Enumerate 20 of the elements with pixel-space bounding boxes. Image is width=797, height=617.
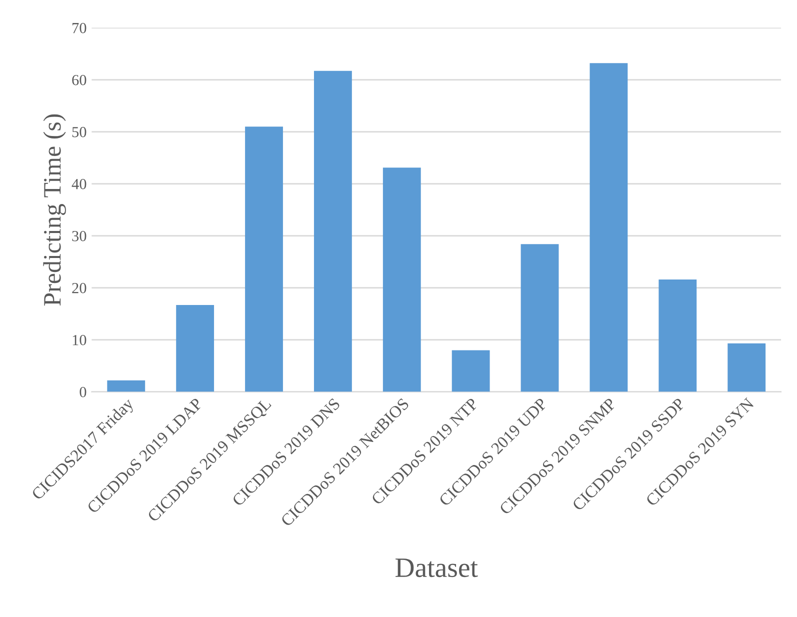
bar	[382, 168, 421, 392]
y-tick-label: 10	[72, 334, 86, 346]
y-tick-label: 30	[72, 230, 86, 242]
y-tick-label: 0	[80, 386, 86, 398]
y-tick-label: 70	[72, 22, 86, 34]
y-tick-label: 40	[72, 178, 86, 190]
bar	[590, 63, 628, 392]
bar	[176, 304, 214, 392]
y-tick-label: 50	[72, 126, 86, 138]
bar	[658, 279, 697, 392]
y-axis-title: Predicting Time (s)	[43, 114, 66, 306]
x-axis-title: Dataset	[396, 558, 478, 578]
bar	[314, 70, 352, 392]
bar	[452, 350, 490, 392]
bar	[728, 343, 766, 392]
y-tick-label: 60	[72, 74, 86, 86]
bar	[107, 380, 146, 392]
bar	[520, 244, 559, 392]
y-tick-label: 20	[72, 282, 86, 294]
bar	[245, 126, 283, 392]
